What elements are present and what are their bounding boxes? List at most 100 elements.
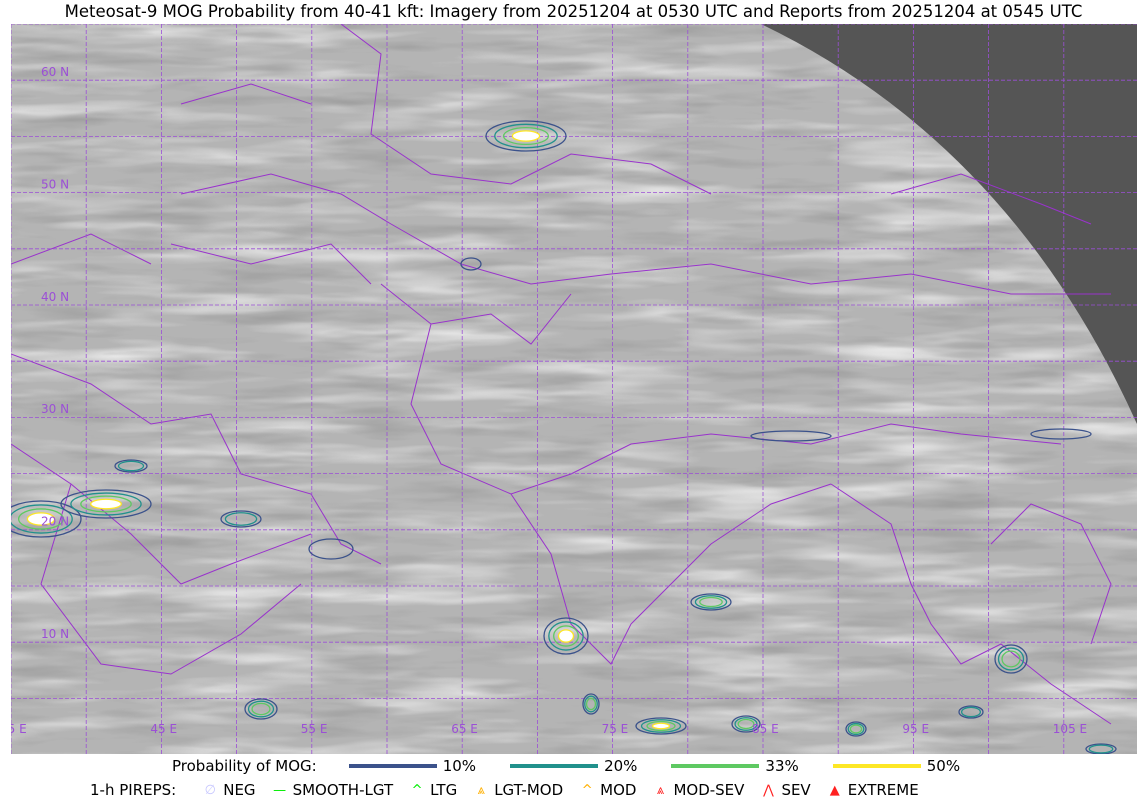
space-region xyxy=(761,24,1137,424)
pirep-legend-item: — SMOOTH-LGT xyxy=(270,781,394,799)
mog-contour xyxy=(847,722,865,736)
mog-contour xyxy=(511,130,541,142)
mog-contour xyxy=(11,500,82,538)
mog-contour xyxy=(1088,744,1114,754)
mog-contour xyxy=(251,702,271,716)
mog-contour xyxy=(994,644,1028,674)
pirep-legend-item: ⋀ SEV xyxy=(758,781,811,799)
border-line xyxy=(380,283,572,345)
mog-contour xyxy=(117,460,145,472)
longitude-label: 55 E xyxy=(301,722,328,736)
pirep-label: SMOOTH-LGT xyxy=(292,781,394,799)
mog-contour xyxy=(17,508,65,530)
probability-legend-label: Probability of MOG: xyxy=(172,757,317,775)
mog-contour xyxy=(220,510,262,528)
mog-contour xyxy=(460,257,482,271)
border-line xyxy=(180,83,312,105)
mog-contour xyxy=(308,538,354,560)
latitude-label: 30 N xyxy=(41,402,69,416)
latitude-label: 60 N xyxy=(41,65,69,79)
mog-contour xyxy=(247,700,275,718)
mog-contour xyxy=(734,717,758,731)
mog-contour xyxy=(737,718,755,730)
latitude-label: 20 N xyxy=(41,515,69,529)
neg-icon: ∅ xyxy=(204,782,216,798)
pirep-label: SEV xyxy=(781,781,811,799)
mog-contour xyxy=(651,722,671,730)
mog-contour xyxy=(1030,428,1092,440)
border-line xyxy=(11,233,152,265)
longitude-label: 95 E xyxy=(902,722,929,736)
mog-contour xyxy=(80,495,132,513)
pirep-legend-item: ⩓ LGT-MOD xyxy=(471,781,564,799)
pirep-legend-item: ^ MOD xyxy=(577,781,637,799)
mog-contour xyxy=(90,498,122,510)
mog-contour xyxy=(553,625,579,647)
grid-labels: 35 E 45 E 55 E 65 E 75 E 85 E 95 E 105 E 60 N 50 … xyxy=(11,65,1087,736)
border-line xyxy=(11,443,312,585)
mog-contour xyxy=(750,430,832,442)
mog-contour xyxy=(1001,650,1021,668)
pirep-label: LGT-MOD xyxy=(494,781,564,799)
line-swatch-icon xyxy=(671,764,760,768)
pirep-legend-item: ▲ EXTREME xyxy=(825,781,919,799)
pirep-label: EXTREME xyxy=(847,781,919,799)
mog-contour xyxy=(585,697,597,711)
mog-contour xyxy=(635,717,687,735)
probability-legend-item: 10% xyxy=(348,757,477,775)
border-line xyxy=(40,483,302,675)
longitude-label: 45 E xyxy=(150,722,177,736)
probability-level-label: 10% xyxy=(442,757,477,775)
mog-contour xyxy=(224,512,258,526)
mod-icon: ^ xyxy=(581,782,593,798)
longitude-label: 85 E xyxy=(752,722,779,736)
satellite-map: 35 E 45 E 55 E 65 E 75 E 85 E 95 E 105 E 60 N 50 … xyxy=(11,24,1137,754)
chart-title: Meteosat-9 MOG Probability from 40-41 kf… xyxy=(64,2,1083,21)
border-line xyxy=(830,483,1112,725)
mog-contour xyxy=(694,595,728,609)
pirep-label: NEG xyxy=(223,781,256,799)
mog-contour xyxy=(699,596,723,608)
border-line xyxy=(11,353,382,565)
mog-contour xyxy=(646,720,676,732)
mog-contour xyxy=(849,724,863,734)
mog-contour xyxy=(60,489,152,519)
line-swatch-icon xyxy=(510,764,599,768)
line-swatch-icon xyxy=(832,764,921,768)
mog-contour xyxy=(557,629,575,643)
probability-legend-item: 33% xyxy=(671,757,799,775)
mog-contour xyxy=(11,504,73,534)
country-borders xyxy=(11,24,1112,725)
mod-sev-icon: ⩓ xyxy=(656,782,665,798)
mog-contour xyxy=(960,706,982,718)
border-line xyxy=(990,503,1112,645)
border-line xyxy=(170,243,372,285)
probability-legend: Probability of MOG: 10% 20% 33% 50% xyxy=(0,757,1147,775)
mog-contour xyxy=(114,459,148,473)
mog-contour xyxy=(845,721,867,737)
border-line xyxy=(180,173,1111,295)
longitude-label: 105 E xyxy=(1053,722,1087,736)
probability-legend-item: 20% xyxy=(510,757,637,775)
mog-contours xyxy=(11,120,1117,754)
pirep-legend-item: ^ LTG xyxy=(407,781,458,799)
mog-contour xyxy=(70,492,142,516)
mog-contour xyxy=(997,647,1025,671)
border-line xyxy=(340,24,712,195)
pirep-label: MOD xyxy=(600,781,637,799)
mog-contour xyxy=(543,617,589,655)
mog-contour xyxy=(485,120,567,152)
mog-contour xyxy=(690,593,732,611)
mog-contour xyxy=(1085,743,1117,754)
latitude-label: 10 N xyxy=(41,627,69,641)
mog-contour xyxy=(26,512,56,526)
probability-level-label: 33% xyxy=(765,757,799,775)
probability-level-label: 20% xyxy=(604,757,638,775)
sev-icon: ⋀ xyxy=(763,782,774,798)
longitude-label: 75 E xyxy=(602,722,629,736)
mog-contour xyxy=(958,705,984,719)
pirep-legend-item: ⩓ MOD-SEV xyxy=(650,781,745,799)
mog-contour xyxy=(582,693,600,715)
mog-contour xyxy=(548,621,584,651)
longitude-label: 35 E xyxy=(11,722,27,736)
